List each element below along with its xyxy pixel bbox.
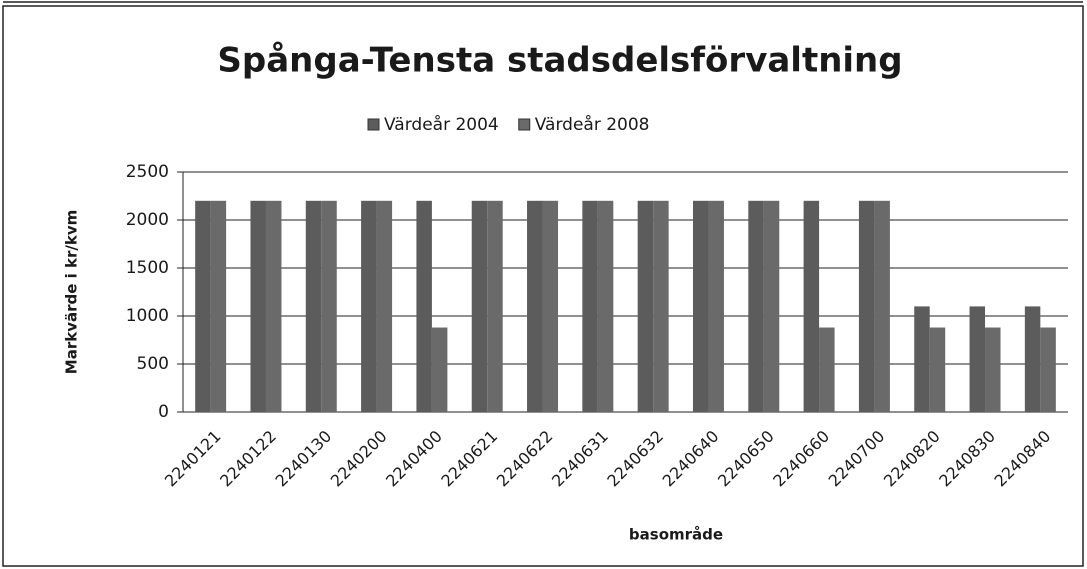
bar xyxy=(692,200,709,412)
bar xyxy=(763,200,780,412)
x-tick-label: 2240200 xyxy=(327,427,391,491)
bar xyxy=(376,200,393,412)
x-tick-label: 2240650 xyxy=(714,427,778,491)
x-tick-label: 2240830 xyxy=(935,427,999,491)
bar xyxy=(305,200,322,412)
bar xyxy=(653,200,669,412)
bar xyxy=(874,200,890,412)
bar xyxy=(431,327,448,412)
legend-label: Värdeår 2008 xyxy=(535,114,650,135)
chart-title: Spånga-Tensta stadsdelsförvaltning xyxy=(217,41,902,81)
bar xyxy=(819,327,835,412)
x-tick-label: 2240840 xyxy=(991,427,1055,491)
bar xyxy=(487,200,503,412)
y-tick-label: 1000 xyxy=(126,306,169,326)
bar xyxy=(1040,327,1056,412)
bar xyxy=(416,200,432,412)
x-tick-label: 2240700 xyxy=(825,427,889,491)
y-axis-title: Markvärde i kr/kvm xyxy=(63,210,81,374)
x-tick-label: 2240622 xyxy=(493,427,557,491)
x-tick-label: 2240632 xyxy=(603,427,667,491)
bar xyxy=(803,200,820,412)
y-tick-label: 2500 xyxy=(126,162,169,182)
x-tick-label: 2240130 xyxy=(271,427,335,491)
bar xyxy=(542,200,559,412)
bar xyxy=(265,200,282,412)
x-tick-label: 2240631 xyxy=(548,427,612,491)
bar xyxy=(321,200,337,412)
legend-swatch xyxy=(367,118,380,131)
x-tick-label: 2240621 xyxy=(437,427,501,491)
bar xyxy=(985,327,1001,412)
y-tick-label: 500 xyxy=(137,354,169,374)
bar xyxy=(708,200,724,412)
x-tick-label: 2240660 xyxy=(769,427,833,491)
x-tick-label: 2240121 xyxy=(161,427,225,491)
y-tick-label: 1500 xyxy=(126,258,169,278)
bar xyxy=(637,200,654,412)
y-tick-label: 2000 xyxy=(126,210,169,230)
y-tick-label: 0 xyxy=(158,402,169,422)
bar xyxy=(858,200,875,412)
bar xyxy=(582,200,598,412)
bar xyxy=(250,200,266,412)
x-tick-label: 2240400 xyxy=(382,427,446,491)
bar xyxy=(527,200,543,412)
legend-swatch xyxy=(518,118,531,131)
bar xyxy=(361,200,377,412)
x-tick-label: 2240820 xyxy=(880,427,944,491)
x-tick-label: 2240122 xyxy=(216,427,280,491)
bar xyxy=(929,327,946,412)
frame xyxy=(2,5,1084,567)
x-axis-title: basområde xyxy=(629,526,723,544)
bar xyxy=(1024,306,1041,412)
bar xyxy=(471,200,488,412)
legend-label: Värdeår 2004 xyxy=(384,114,499,135)
bar xyxy=(969,306,986,412)
bar xyxy=(748,200,764,412)
x-tick-label: 2240640 xyxy=(659,427,723,491)
bar xyxy=(210,200,227,412)
bar xyxy=(914,306,930,412)
bar xyxy=(597,200,614,412)
bar xyxy=(195,200,211,412)
